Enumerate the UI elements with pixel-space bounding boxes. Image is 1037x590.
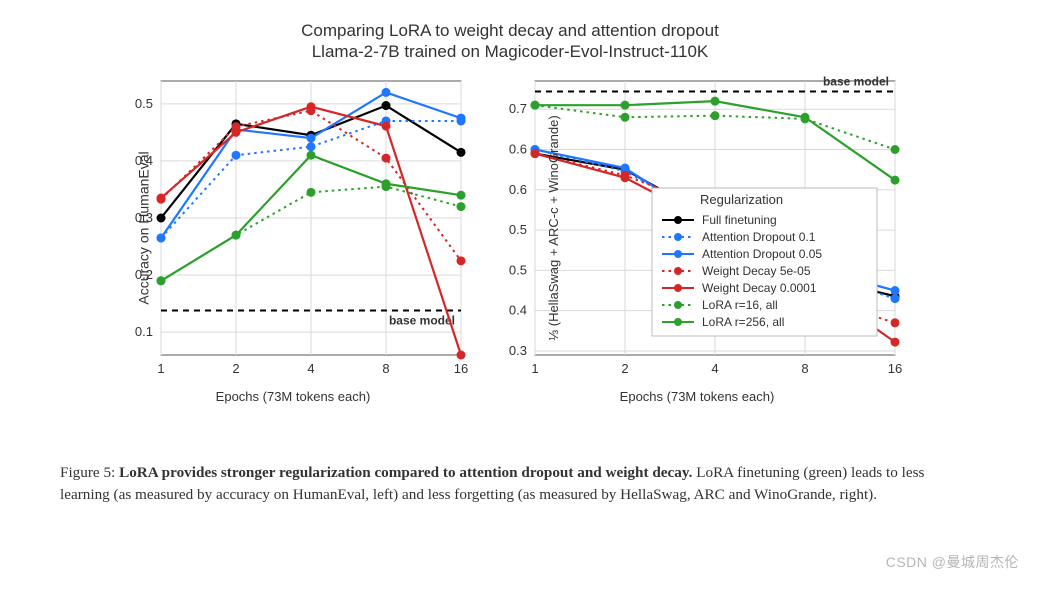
svg-text:4: 4: [307, 361, 314, 376]
svg-text:0.5: 0.5: [509, 222, 527, 237]
caption-prefix: Figure 5:: [60, 464, 119, 481]
left-chart-wrap: Accuracy on HumanEval 0.10.20.30.40.5124…: [113, 73, 473, 404]
svg-text:0.6: 0.6: [509, 181, 527, 196]
svg-text:8: 8: [801, 361, 808, 376]
svg-text:Regularization: Regularization: [700, 192, 783, 207]
left-chart: Accuracy on HumanEval 0.10.20.30.40.5124…: [113, 73, 473, 383]
svg-text:0.4: 0.4: [509, 302, 527, 317]
svg-text:Weight Decay 5e-05: Weight Decay 5e-05: [702, 264, 811, 278]
figure-caption: Figure 5: LoRA provides stronger regular…: [60, 462, 960, 506]
svg-text:Weight Decay 0.0001: Weight Decay 0.0001: [702, 281, 817, 295]
svg-text:base model: base model: [389, 313, 455, 327]
caption-bold: LoRA provides stronger regularization co…: [119, 464, 692, 481]
right-chart-wrap: ⅓ (HellaSwag + ARC-c + WinoGrande) 0.3 0.…: [487, 73, 907, 404]
right-y-axis-label: ⅓ (HellaSwag + ARC-c + WinoGrande): [546, 115, 561, 340]
chart-title-line2: Llama-2-7B trained on Magicoder-Evol-Ins…: [60, 41, 960, 62]
svg-text:8: 8: [382, 361, 389, 376]
svg-text:0.6: 0.6: [509, 141, 527, 156]
svg-text:2: 2: [621, 361, 628, 376]
chart-title-line1: Comparing LoRA to weight decay and atten…: [60, 20, 960, 41]
figure-container: Comparing LoRA to weight decay and atten…: [60, 20, 960, 404]
svg-text:4: 4: [711, 361, 718, 376]
right-x-axis-label: Epochs (73M tokens each): [620, 389, 775, 404]
svg-text:Attention Dropout 0.1: Attention Dropout 0.1: [702, 230, 816, 244]
left-y-axis-label: Accuracy on HumanEval: [136, 151, 152, 304]
left-x-axis-label: Epochs (73M tokens each): [216, 389, 371, 404]
svg-text:0.3: 0.3: [509, 342, 527, 357]
watermark: CSDN @曼城周杰伦: [886, 552, 1019, 572]
svg-text:Attention Dropout 0.05: Attention Dropout 0.05: [702, 247, 822, 261]
svg-text:2: 2: [232, 361, 239, 376]
svg-text:0.1: 0.1: [135, 324, 153, 339]
svg-text:base model: base model: [823, 74, 889, 88]
chart-title-block: Comparing LoRA to weight decay and atten…: [60, 20, 960, 63]
svg-text:0.7: 0.7: [509, 101, 527, 116]
svg-text:1: 1: [531, 361, 538, 376]
charts-row: Accuracy on HumanEval 0.10.20.30.40.5124…: [60, 73, 960, 404]
svg-text:Full finetuning: Full finetuning: [702, 213, 777, 227]
svg-text:0.5: 0.5: [135, 95, 153, 110]
chart-svg: 0.10.20.30.40.5124816base model: [113, 73, 473, 383]
svg-text:16: 16: [454, 361, 468, 376]
svg-text:0.5: 0.5: [509, 262, 527, 277]
svg-text:LoRA r=256, all: LoRA r=256, all: [702, 315, 784, 329]
svg-text:1: 1: [157, 361, 164, 376]
svg-text:16: 16: [888, 361, 902, 376]
svg-text:LoRA r=16, all: LoRA r=16, all: [702, 298, 778, 312]
right-chart: ⅓ (HellaSwag + ARC-c + WinoGrande) 0.3 0.…: [487, 73, 907, 383]
